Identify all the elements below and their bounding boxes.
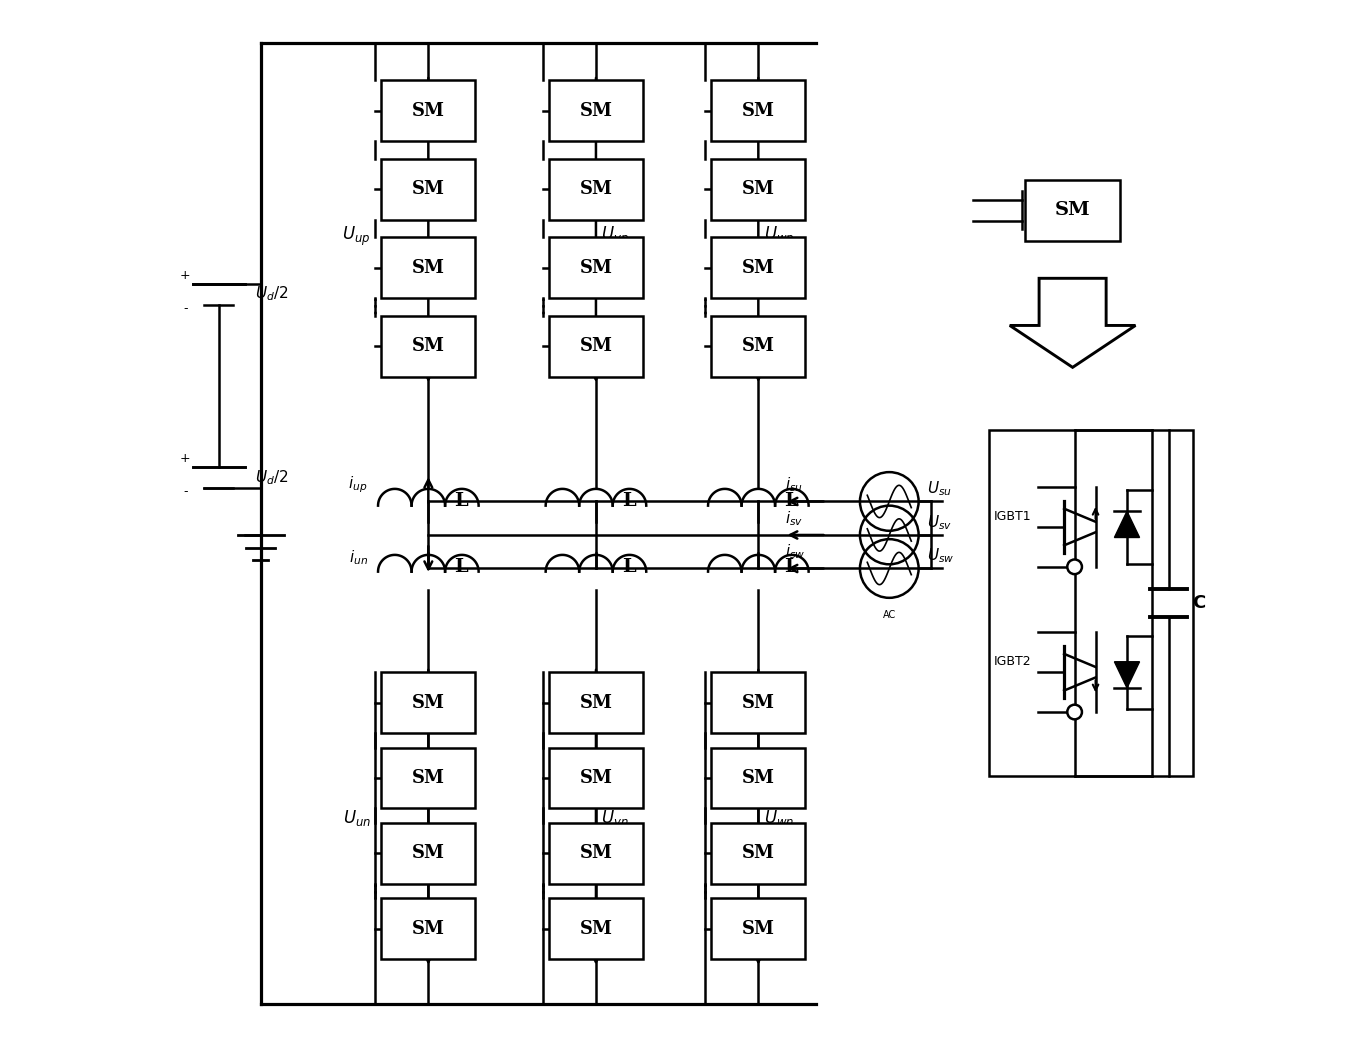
Text: $U_{wp}$: $U_{wp}$ bbox=[763, 224, 795, 248]
Text: SM: SM bbox=[580, 844, 612, 862]
Text: $i_{un}$: $i_{un}$ bbox=[348, 549, 367, 568]
Bar bbox=[549, 158, 643, 219]
Circle shape bbox=[1067, 705, 1082, 720]
Bar bbox=[549, 748, 643, 809]
Polygon shape bbox=[1114, 662, 1140, 688]
Bar bbox=[711, 899, 806, 959]
Bar bbox=[381, 672, 475, 733]
Text: $U_d/2$: $U_d/2$ bbox=[255, 468, 289, 487]
Text: SM: SM bbox=[1055, 201, 1091, 219]
Text: +: + bbox=[179, 269, 190, 282]
Text: $i_{sw}$: $i_{sw}$ bbox=[785, 542, 806, 561]
Text: SM: SM bbox=[412, 102, 445, 120]
Text: L: L bbox=[785, 558, 799, 577]
Text: $i_{up}$: $i_{up}$ bbox=[348, 474, 367, 495]
Polygon shape bbox=[1010, 278, 1136, 367]
Text: SM: SM bbox=[580, 102, 612, 120]
Text: SM: SM bbox=[412, 920, 445, 938]
Bar bbox=[711, 823, 806, 884]
Text: SM: SM bbox=[580, 259, 612, 277]
Text: SM: SM bbox=[412, 769, 445, 787]
Bar bbox=[711, 237, 806, 298]
Bar bbox=[989, 430, 1193, 776]
Bar bbox=[549, 672, 643, 733]
Text: SM: SM bbox=[580, 180, 612, 198]
Text: SM: SM bbox=[580, 338, 612, 356]
Text: $U_{un}$: $U_{un}$ bbox=[342, 808, 371, 828]
Bar bbox=[381, 748, 475, 809]
Bar bbox=[711, 81, 806, 141]
Text: $U_{vn}$: $U_{vn}$ bbox=[601, 808, 629, 828]
Bar bbox=[549, 316, 643, 377]
Bar bbox=[711, 748, 806, 809]
Text: $U_{wn}$: $U_{wn}$ bbox=[763, 808, 793, 828]
Circle shape bbox=[1067, 559, 1082, 574]
Text: -: - bbox=[184, 486, 188, 498]
Text: IGBT2: IGBT2 bbox=[995, 656, 1032, 668]
Bar bbox=[711, 672, 806, 733]
Text: SM: SM bbox=[412, 693, 445, 711]
Text: L: L bbox=[785, 492, 799, 511]
Bar bbox=[381, 237, 475, 298]
Text: -: - bbox=[184, 302, 188, 315]
Text: L: L bbox=[455, 492, 469, 511]
Text: $i_{sv}$: $i_{sv}$ bbox=[785, 509, 803, 528]
Text: SM: SM bbox=[741, 102, 775, 120]
Text: SM: SM bbox=[741, 920, 775, 938]
Text: SM: SM bbox=[741, 180, 775, 198]
Text: SM: SM bbox=[741, 844, 775, 862]
Text: SM: SM bbox=[580, 920, 612, 938]
Text: SM: SM bbox=[741, 338, 775, 356]
Text: $U_d/2$: $U_d/2$ bbox=[255, 284, 289, 303]
Text: $i_{su}$: $i_{su}$ bbox=[785, 475, 803, 494]
Text: SM: SM bbox=[741, 259, 775, 277]
Text: $U_{sw}$: $U_{sw}$ bbox=[927, 547, 955, 565]
Bar bbox=[381, 316, 475, 377]
Text: SM: SM bbox=[741, 693, 775, 711]
Text: L: L bbox=[455, 558, 469, 577]
Text: SM: SM bbox=[412, 259, 445, 277]
Text: $U_{up}$: $U_{up}$ bbox=[342, 224, 371, 248]
Text: L: L bbox=[622, 558, 636, 577]
Text: $U_{vp}$: $U_{vp}$ bbox=[601, 224, 629, 248]
Bar bbox=[549, 823, 643, 884]
Bar bbox=[549, 899, 643, 959]
Text: $\mathbf{C}$: $\mathbf{C}$ bbox=[1192, 594, 1206, 612]
Bar bbox=[381, 899, 475, 959]
Text: SM: SM bbox=[412, 180, 445, 198]
Bar bbox=[549, 237, 643, 298]
Text: L: L bbox=[622, 492, 636, 511]
Bar bbox=[381, 81, 475, 141]
Text: SM: SM bbox=[412, 844, 445, 862]
Text: SM: SM bbox=[741, 769, 775, 787]
Text: $U_{su}$: $U_{su}$ bbox=[927, 479, 952, 498]
Bar bbox=[711, 316, 806, 377]
Text: SM: SM bbox=[412, 338, 445, 356]
Bar bbox=[381, 823, 475, 884]
Text: SM: SM bbox=[580, 693, 612, 711]
Bar bbox=[549, 81, 643, 141]
Text: +: + bbox=[179, 452, 190, 465]
Text: SM: SM bbox=[580, 769, 612, 787]
Bar bbox=[711, 158, 806, 219]
Polygon shape bbox=[1114, 511, 1140, 537]
Text: AC: AC bbox=[882, 611, 896, 620]
Text: IGBT1: IGBT1 bbox=[995, 510, 1032, 523]
Text: $U_{sv}$: $U_{sv}$ bbox=[927, 513, 952, 532]
Bar bbox=[1026, 179, 1119, 240]
Bar bbox=[381, 158, 475, 219]
